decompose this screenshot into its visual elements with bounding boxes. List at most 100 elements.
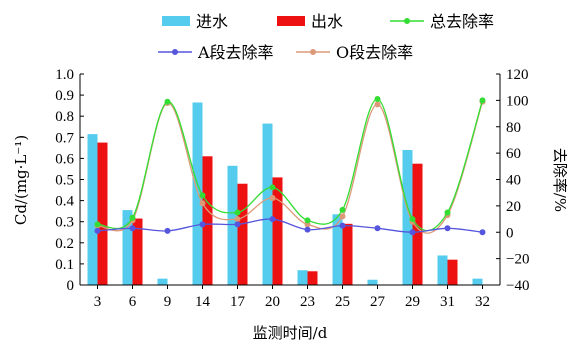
point-total [304, 217, 311, 224]
x-tick-label: 20 [265, 294, 280, 310]
axes-group: 0 0.1 0.2 0.3 0.4 0.5 0.6 0.7 0.8 0.9 1.0 −40 −20 0 20… [55, 67, 529, 310]
point-total [94, 221, 101, 228]
y-tick-label: 0 [67, 278, 75, 294]
point-o [339, 213, 346, 220]
point-o [234, 216, 241, 223]
point-a [479, 229, 486, 236]
y2-tick-label: 80 [506, 120, 521, 136]
point-total [234, 209, 241, 216]
bar-outflow [412, 163, 423, 285]
point-total [199, 192, 206, 199]
x-tick-label: 27 [370, 294, 386, 310]
y-tick-label: 0.9 [55, 88, 74, 104]
line-total [97, 98, 484, 232]
point-total [339, 206, 346, 213]
y2-tick-label: −20 [506, 252, 529, 268]
bar-inflow [262, 123, 273, 286]
bars-group [87, 102, 483, 286]
y-tick-label: 1.0 [55, 67, 74, 83]
bar-outflow [272, 177, 283, 285]
x-tick-label: 9 [164, 294, 172, 310]
bar-inflow [472, 278, 483, 285]
x-tick-label: 3 [94, 294, 102, 310]
point-a [164, 227, 171, 234]
y2-tick-label: 60 [506, 146, 521, 162]
point-a [444, 225, 451, 232]
bar-outflow [237, 183, 248, 285]
y-axis-label-right: 去除率/% [551, 148, 567, 212]
line-o [97, 101, 484, 234]
point-a [409, 229, 416, 236]
lines-group [94, 96, 486, 236]
bar-inflow [332, 214, 343, 285]
x-tick-label: 6 [129, 294, 137, 310]
bar-inflow [157, 278, 168, 285]
point-total [409, 216, 416, 223]
legend-label-inflow: 进水 [196, 12, 228, 31]
bar-inflow [87, 134, 98, 285]
x-tick-label: 31 [440, 294, 455, 310]
bar-outflow [132, 218, 143, 285]
y2-tick-label: 100 [506, 93, 529, 109]
point-a [339, 222, 346, 229]
legend-marker-o [310, 49, 316, 55]
y-tick-label: 0.7 [55, 130, 74, 146]
y-tick-label: 0.6 [55, 151, 74, 167]
legend-label-total: 总去除率 [430, 12, 494, 31]
x-tick-label: 32 [475, 294, 490, 310]
point-a [129, 225, 136, 232]
bar-outflow [307, 271, 318, 285]
legend-label-a: A段去除率 [197, 43, 274, 62]
point-total [269, 184, 276, 191]
y2-tick-label: 0 [506, 225, 514, 241]
y-tick-label: 0.5 [55, 173, 74, 189]
legend-swatch-outflow [277, 16, 305, 26]
point-total [479, 97, 486, 104]
legend-label-outflow: 出水 [311, 12, 343, 31]
bar-inflow [367, 279, 378, 285]
x-axis-label: 监测时间/d [253, 324, 328, 342]
y-tick-label: 0.2 [55, 236, 74, 252]
y2-tick-label: −40 [506, 278, 529, 294]
point-a [269, 216, 276, 223]
point-a [234, 221, 241, 228]
bar-inflow [402, 149, 413, 285]
point-o [199, 200, 206, 207]
x-tick-label: 29 [405, 294, 420, 310]
y-tick-label: 0.4 [55, 194, 74, 210]
y2-tick-label: 40 [506, 173, 521, 189]
y-axis-label-left: Cd/(mg·L⁻¹) [12, 135, 30, 225]
point-total [374, 96, 381, 103]
y2-tick-label: 20 [506, 199, 521, 215]
legend-marker-total [404, 18, 410, 24]
bar-inflow [122, 210, 133, 285]
x-tick-label: 17 [230, 294, 246, 310]
y2-tick-label: 120 [506, 67, 529, 83]
legend: 进水 出水 总去除率 A段去除率 O段去除率 [158, 12, 494, 62]
point-total [164, 98, 171, 105]
bar-inflow [437, 255, 448, 285]
bar-inflow [227, 165, 238, 285]
bar-outflow [447, 259, 458, 285]
point-a [374, 225, 381, 232]
x-tick-label: 23 [300, 294, 315, 310]
bar-outflow [97, 142, 108, 285]
bar-outflow [342, 223, 353, 285]
point-total [129, 214, 136, 221]
bar-inflow [192, 102, 203, 285]
bar-outflow [202, 156, 213, 285]
x-tick-label: 14 [195, 294, 211, 310]
point-total [444, 209, 451, 216]
point-a [304, 226, 311, 233]
point-o [374, 101, 381, 108]
y-tick-label: 0.1 [55, 257, 74, 273]
legend-label-o: O段去除率 [336, 43, 413, 62]
x-tick-label: 25 [335, 294, 350, 310]
point-a [199, 221, 206, 228]
point-a [94, 227, 101, 234]
point-o [269, 194, 276, 201]
legend-swatch-inflow [162, 16, 190, 26]
legend-marker-a [172, 49, 178, 55]
y-tick-label: 0.3 [55, 215, 74, 231]
